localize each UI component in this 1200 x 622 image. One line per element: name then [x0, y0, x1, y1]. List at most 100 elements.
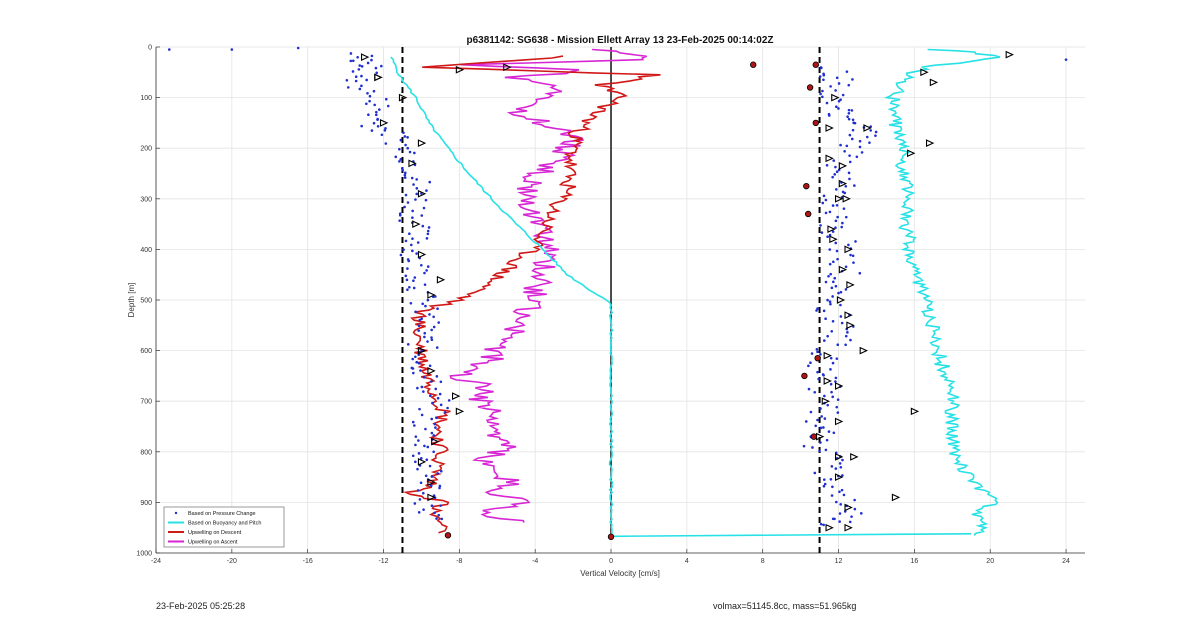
triangle-marker: [846, 280, 855, 289]
y-tick-label: 900: [140, 500, 152, 507]
pressure-ascent-point: [865, 135, 869, 139]
pressure-ascent-point: [830, 494, 834, 497]
pressure-ascent-point: [852, 261, 855, 264]
pressure-descent-point: [429, 394, 432, 397]
triangle-marker: [427, 493, 436, 502]
pressure-descent-point: [411, 357, 415, 361]
pressure-descent-point: [435, 517, 438, 520]
pressure-descent-point: [425, 269, 428, 272]
pressure-ascent-point: [853, 121, 857, 125]
pressure-ascent-point: [822, 484, 826, 488]
pressure-descent-point: [424, 427, 427, 431]
pressure-descent-point: [420, 456, 423, 460]
pressure-ascent-point: [860, 151, 864, 154]
pressure-ascent-point: [828, 248, 832, 251]
x-tick-label: -12: [378, 558, 388, 565]
pressure-ascent-point: [814, 424, 817, 428]
pressure-descent-point: [421, 491, 425, 495]
pressure-ascent-point: [850, 109, 854, 112]
pressure-ascent-point: [824, 211, 828, 215]
pressure-descent-point: [406, 136, 409, 139]
pressure-descent-point: [415, 178, 418, 181]
y-tick-label: 600: [140, 348, 152, 355]
pressure-ascent-point: [807, 364, 810, 368]
triangle-marker: [838, 265, 848, 274]
pressure-descent-point: [439, 380, 443, 384]
pressure-descent-point: [358, 64, 361, 67]
pressure-ascent-point: [847, 83, 851, 87]
pressure-ascent-point: [837, 82, 841, 85]
pressure-ascent-point: [869, 129, 872, 132]
pressure-ascent-point: [822, 523, 825, 527]
pressure-descent-point: [438, 486, 441, 490]
pressure-ascent-point: [824, 198, 828, 202]
y-tick-label: 0: [148, 45, 152, 52]
triangle-marker: [452, 392, 461, 400]
pressure-descent-point: [426, 445, 430, 449]
pressure-descent-point: [411, 420, 415, 424]
pressure-descent-point: [375, 71, 379, 75]
pressure-descent-point: [383, 129, 387, 132]
pressure-ascent-point: [819, 92, 822, 96]
pressure-ascent-point: [851, 128, 855, 132]
pressure-ascent-point: [816, 350, 819, 354]
x-tick-label: -24: [151, 558, 161, 565]
pressure-ascent-point: [830, 330, 834, 333]
pressure-ascent-point: [834, 467, 838, 470]
pressure-descent-point: [406, 343, 410, 346]
triangle-marker: [412, 220, 421, 228]
y-tick-label: 700: [140, 399, 152, 406]
pressure-descent-point: [429, 484, 433, 487]
x-tick-label: 8: [761, 558, 765, 565]
triangle-marker: [891, 493, 901, 502]
pressure-ascent-point: [844, 288, 848, 291]
pressure-ascent-point: [836, 398, 840, 401]
pressure-ascent-point: [833, 173, 837, 176]
pressure-ascent-point: [839, 315, 843, 318]
x-tick-label: 20: [986, 558, 994, 565]
pressure-ascent-point: [813, 390, 817, 394]
pressure-ascent-point: [815, 348, 819, 351]
triangle-marker: [825, 154, 834, 163]
pressure-descent-point: [384, 126, 387, 130]
pressure-descent-point: [430, 338, 434, 342]
pressure-ascent-point: [859, 512, 863, 515]
pressure-descent-point: [412, 183, 415, 186]
upwelling-descent-line: [402, 55, 661, 534]
pressure-ascent-point: [835, 203, 839, 207]
pressure-descent-point: [423, 331, 427, 335]
pressure-ascent-point: [847, 171, 851, 175]
triangle-marker: [838, 179, 848, 188]
pressure-descent-point: [404, 193, 408, 197]
legend-label: Upwelling on Descent: [188, 530, 242, 536]
pressure-ascent-point: [811, 446, 814, 449]
triangle-marker: [821, 397, 831, 406]
pressure-descent-point: [417, 329, 420, 332]
pressure-ascent-point: [841, 221, 844, 225]
pressure-descent-point: [405, 278, 409, 282]
pressure-descent-point: [430, 431, 434, 435]
pressure-descent-point: [351, 59, 355, 63]
pressure-ascent-point: [831, 319, 835, 323]
pressure-ascent-point: [858, 145, 862, 149]
pressure-descent-point: [403, 135, 407, 138]
triangle-marker: [920, 68, 929, 77]
pressure-descent-point: [354, 75, 358, 79]
pressure-ascent-point: [838, 520, 841, 523]
pressure-descent-point: [415, 360, 419, 364]
pressure-descent-point: [411, 367, 415, 370]
pressure-ascent-point: [847, 117, 851, 121]
pressure-descent-point: [415, 187, 419, 190]
pressure-ascent-point: [834, 380, 837, 383]
pressure-ascent-point: [853, 498, 856, 502]
pressure-ascent-point: [845, 70, 849, 73]
pressure-ascent-point: [854, 240, 857, 243]
pressure-descent-point: [372, 89, 376, 93]
pressure-ascent-point: [836, 257, 839, 261]
pressure-ascent-point: [829, 382, 833, 386]
pressure-descent-point: [411, 454, 415, 458]
pressure-descent-point: [372, 121, 376, 125]
pressure-descent-point: [427, 226, 431, 229]
y-tick-label: 400: [140, 247, 152, 254]
pressure-descent-point: [425, 458, 429, 462]
